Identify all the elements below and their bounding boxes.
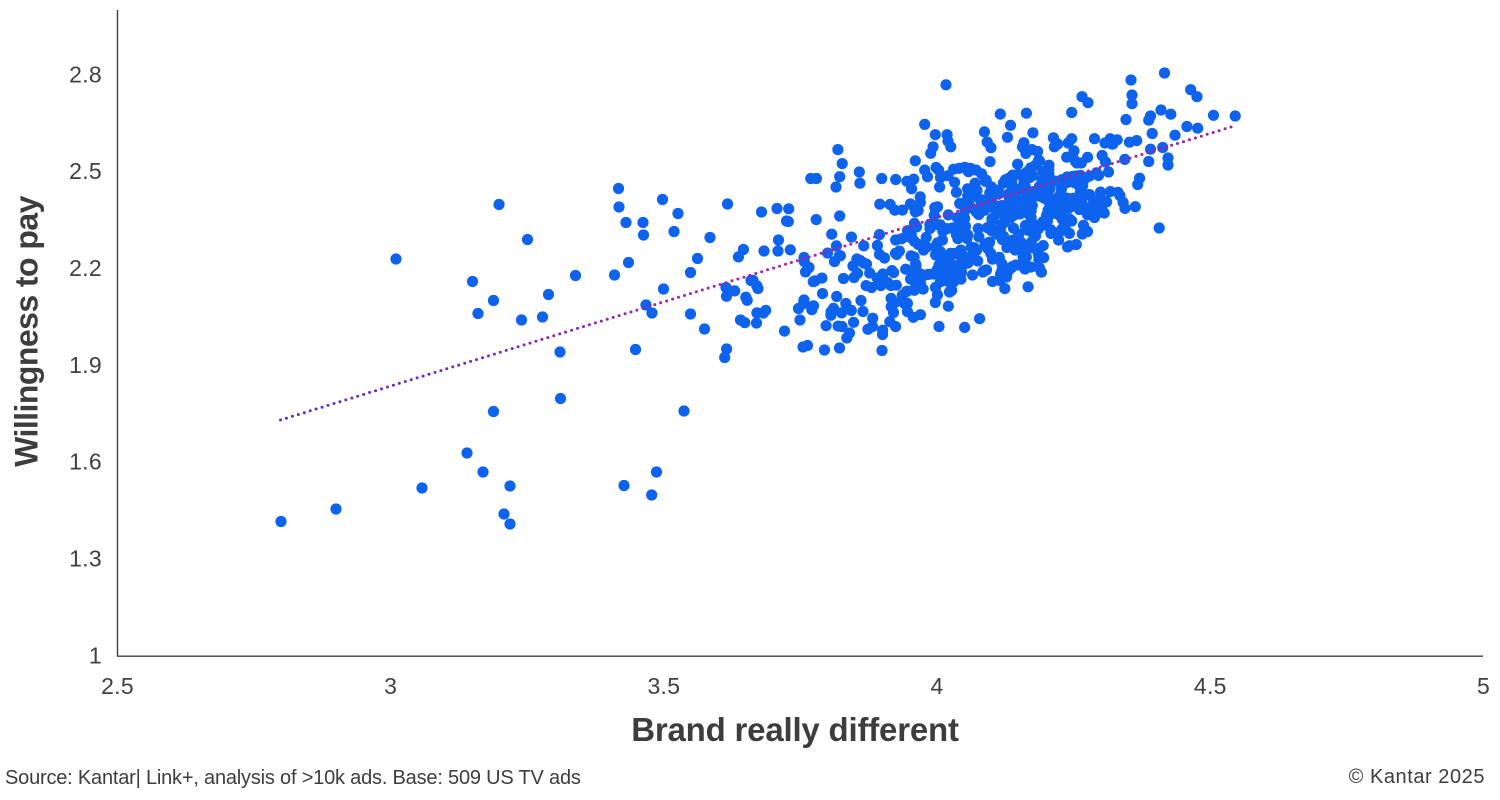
- svg-text:3: 3: [384, 673, 397, 699]
- svg-text:5: 5: [1477, 673, 1490, 699]
- svg-text:1.6: 1.6: [69, 449, 102, 475]
- svg-text:Brand really different: Brand really different: [631, 711, 959, 748]
- svg-text:4: 4: [931, 673, 944, 699]
- svg-text:2.8: 2.8: [69, 61, 102, 87]
- svg-text:1.9: 1.9: [69, 352, 102, 378]
- svg-text:3.5: 3.5: [647, 673, 680, 699]
- svg-text:2.5: 2.5: [101, 673, 134, 699]
- svg-text:4.5: 4.5: [1194, 673, 1227, 699]
- svg-text:Source: Kantar| Link+, analysi: Source: Kantar| Link+, analysis of >10k …: [5, 767, 581, 789]
- svg-text:© Kantar 2025: © Kantar 2025: [1349, 766, 1485, 788]
- svg-text:2.2: 2.2: [69, 255, 102, 281]
- svg-text:1.3: 1.3: [69, 546, 102, 572]
- svg-text:Willingness to pay: Willingness to pay: [9, 195, 45, 466]
- svg-text:2.5: 2.5: [69, 158, 102, 184]
- svg-text:1: 1: [89, 642, 102, 668]
